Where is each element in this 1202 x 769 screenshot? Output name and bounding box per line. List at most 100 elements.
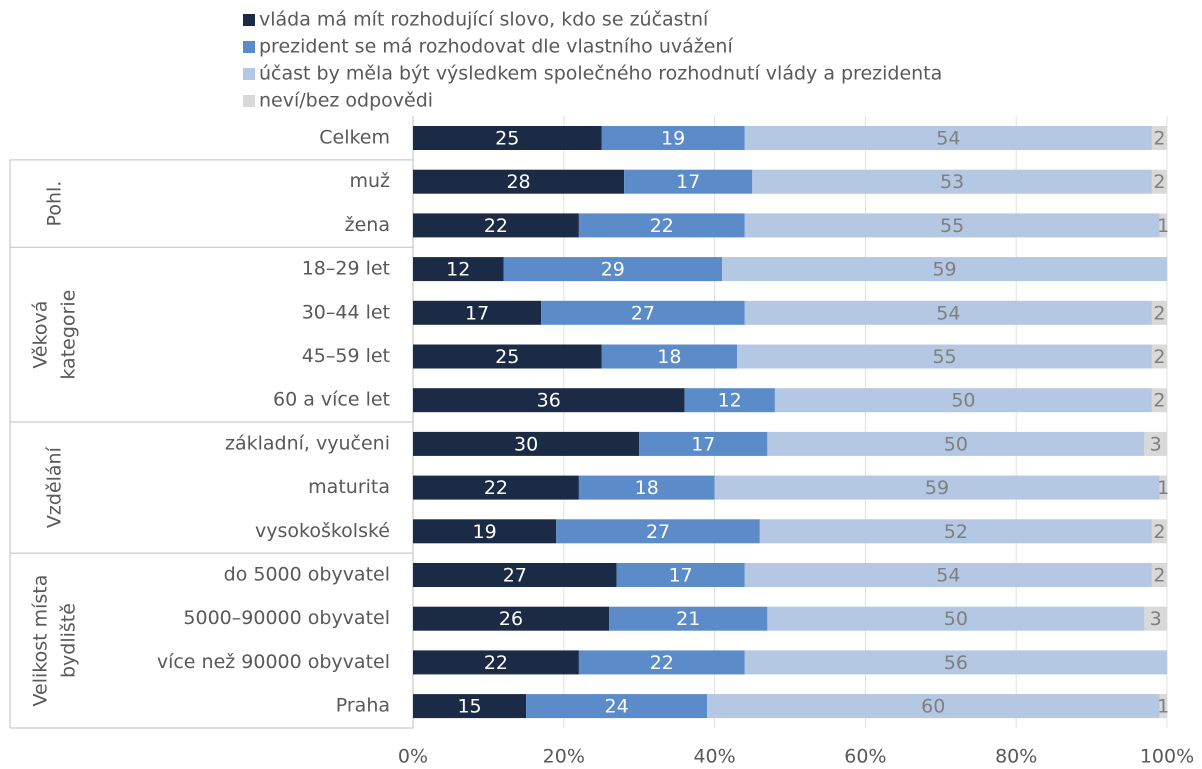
data-label: 15: [457, 696, 481, 718]
bar-segment: [526, 694, 708, 719]
bar-segment: [556, 519, 760, 544]
data-label: 60: [921, 696, 945, 718]
data-label: 22: [484, 215, 508, 237]
bar-segment: [413, 694, 527, 719]
bar-segment: [413, 126, 602, 150]
bar-segment: [578, 650, 745, 675]
bar-segment: [578, 213, 745, 238]
y-tick-label: vysokoškolské: [255, 520, 390, 542]
data-label: 24: [604, 696, 628, 718]
bar-segment: [737, 344, 1152, 369]
data-label: 2: [1153, 521, 1165, 543]
bar-segment: [1151, 519, 1167, 544]
legend-swatch: [243, 95, 255, 107]
bar-segment: [413, 475, 579, 500]
data-label: 25: [495, 346, 519, 368]
bar-segment: [413, 388, 685, 413]
group-label: Věková: [30, 301, 52, 369]
data-label: 2: [1153, 390, 1165, 412]
y-tick-label: do 5000 obyvatel: [224, 564, 390, 586]
y-tick-label: 18–29 let: [302, 258, 390, 280]
x-tick-label: 0%: [398, 746, 428, 768]
bar-segment: [1151, 388, 1167, 413]
bar-segment: [609, 606, 768, 631]
data-label: 56: [944, 652, 968, 674]
y-tick-label: Celkem: [319, 127, 390, 149]
y-tick-label: 5000–90000 obyvatel: [183, 607, 390, 629]
bar-segment: [714, 475, 1160, 500]
data-label: 2: [1153, 346, 1165, 368]
bar-segment: [1151, 563, 1167, 587]
bar-segment: [1151, 300, 1167, 325]
group-label: kategorie: [58, 290, 80, 380]
data-label: 17: [676, 171, 700, 193]
bar-segment: [744, 213, 1160, 238]
bar-segment: [413, 519, 557, 544]
legend-label: prezident se má rozhodovat dle vlastního…: [259, 36, 733, 58]
y-tick-label: základní, vyučeni: [225, 432, 390, 454]
data-label: 3: [1150, 433, 1162, 455]
bar-segment: [601, 126, 745, 150]
y-tick-label: 30–44 let: [302, 301, 390, 323]
data-label: 54: [936, 565, 960, 587]
data-label: 59: [925, 477, 949, 499]
legend-swatch: [243, 41, 255, 53]
x-tick-label: 100%: [1140, 746, 1194, 768]
legend-label: neví/bez odpovědi: [259, 90, 433, 112]
data-label: 12: [718, 390, 742, 412]
group-label: Pohl.: [44, 181, 66, 227]
bar-segment: [774, 388, 1152, 413]
x-tick-label: 80%: [995, 746, 1037, 768]
data-label: 50: [944, 433, 968, 455]
bar-segment: [578, 475, 715, 500]
data-label: 52: [944, 521, 968, 543]
bar-segment: [707, 694, 1160, 719]
data-label: 27: [503, 565, 527, 587]
data-label: 2: [1153, 302, 1165, 324]
x-tick-label: 20%: [543, 746, 585, 768]
data-label: 59: [932, 259, 956, 281]
bar-segment: [639, 431, 768, 456]
data-label: 22: [650, 652, 674, 674]
data-label: 55: [932, 346, 956, 368]
data-label: 30: [514, 433, 538, 455]
data-label: 50: [944, 608, 968, 630]
data-label: 12: [446, 259, 470, 281]
bar-segment: [1151, 126, 1167, 150]
data-label: 22: [484, 477, 508, 499]
data-label: 26: [499, 608, 523, 630]
data-label: 1: [1157, 696, 1169, 718]
data-label: 2: [1153, 171, 1165, 193]
bar-segment: [759, 519, 1152, 544]
data-label: 19: [473, 521, 497, 543]
group-label: Vzdělání: [44, 446, 66, 528]
data-label: 53: [940, 171, 964, 193]
bar-segment: [413, 431, 640, 456]
data-label: 25: [495, 128, 519, 150]
bar-segment: [1144, 431, 1167, 456]
data-label: 55: [940, 215, 964, 237]
bar-segment: [624, 169, 753, 194]
data-label: 17: [691, 433, 715, 455]
bar-segment: [1159, 213, 1167, 238]
y-tick-label: muž: [349, 170, 390, 192]
y-tick-label: maturita: [308, 476, 390, 498]
bar-segment: [413, 650, 579, 675]
y-tick-label: 45–59 let: [302, 345, 390, 367]
data-label: 17: [465, 302, 489, 324]
data-label: 29: [601, 259, 625, 281]
bar-segment: [1151, 344, 1167, 369]
x-tick-label: 40%: [693, 746, 735, 768]
y-tick-label: 60 a více let: [273, 389, 390, 411]
bar-segment: [413, 344, 602, 369]
bar-segment: [684, 388, 775, 413]
bar-segment: [744, 563, 1152, 587]
data-label: 18: [635, 477, 659, 499]
bar-segment: [1159, 694, 1167, 719]
bar-segment: [722, 257, 1167, 282]
data-label: 1: [1157, 477, 1169, 499]
y-tick-label: žena: [345, 214, 390, 236]
bar-segment: [1144, 606, 1167, 631]
y-tick-label: více než 90000 obyvatel: [157, 651, 390, 673]
